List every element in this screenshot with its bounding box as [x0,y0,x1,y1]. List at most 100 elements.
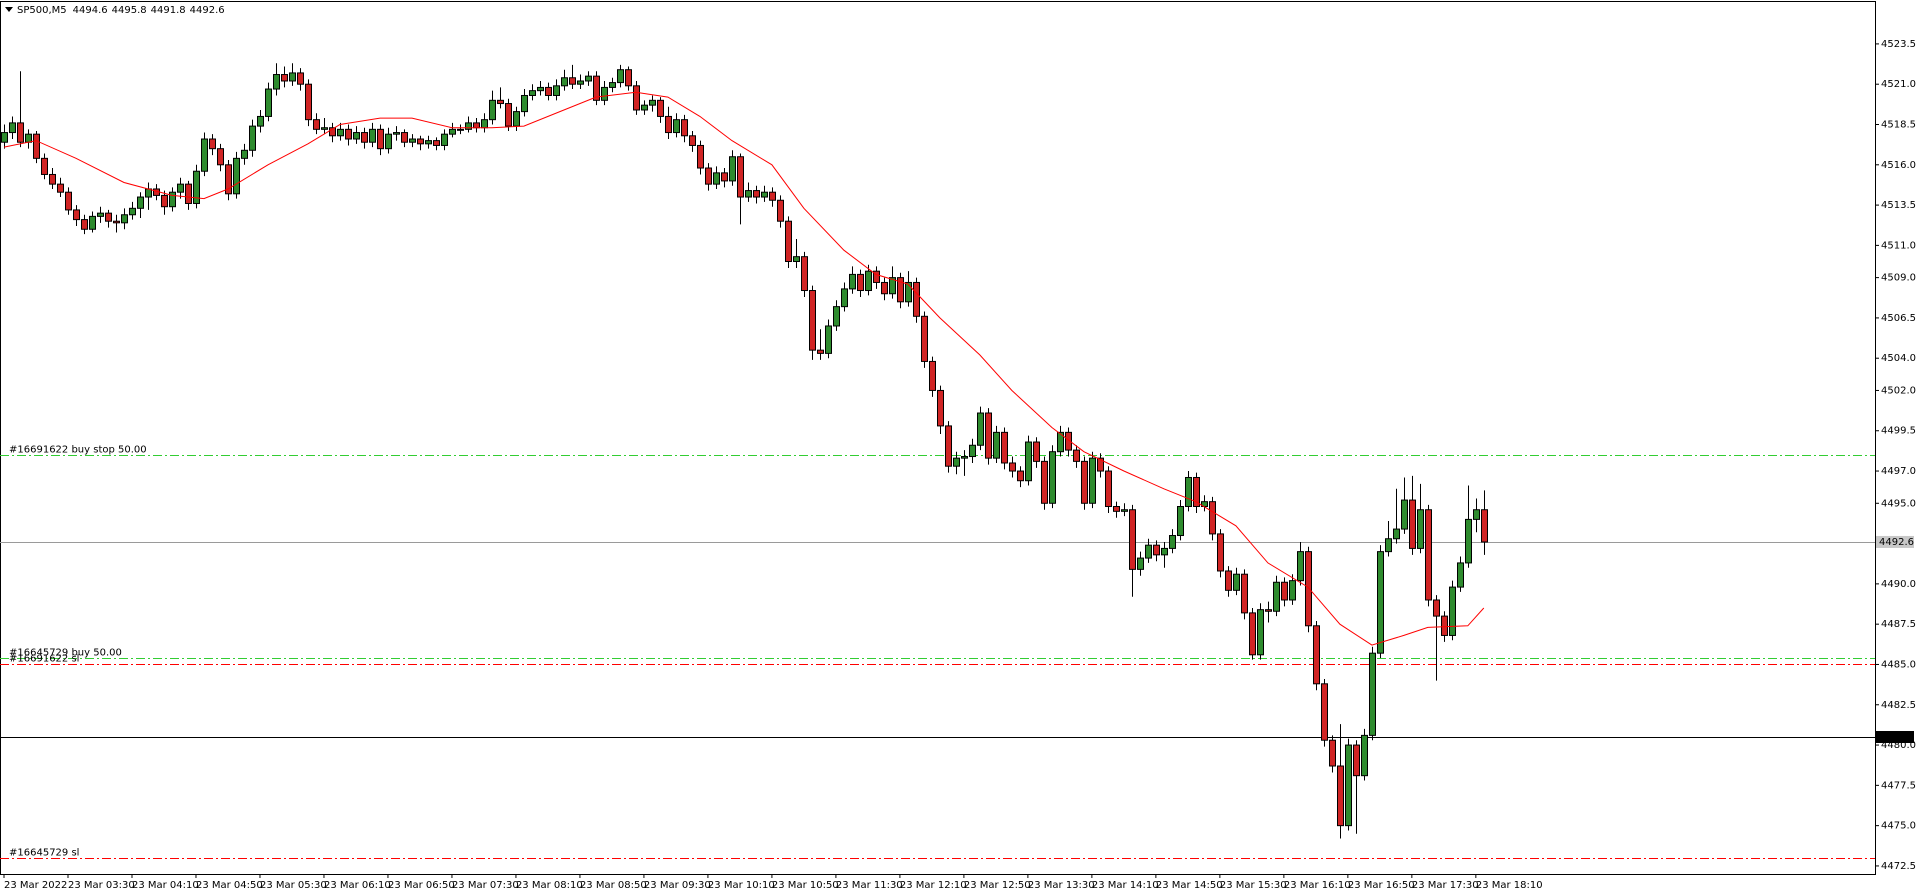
x-tick-label: 23 Mar 10:10 [708,880,775,891]
candle-body [1097,457,1104,472]
candle-body [1473,509,1480,520]
menu-icon [5,7,13,12]
candle-body [1225,570,1232,591]
candle-body [129,207,136,216]
candle-body [1257,609,1264,656]
candle-body [1017,470,1024,482]
y-tick-label: 4472.5 [1881,861,1916,872]
candle-body [1337,765,1344,827]
candle-body [505,103,512,127]
candle-body [577,80,584,85]
candle-body [833,306,840,327]
candle-body [1289,580,1296,601]
x-tick-label: 23 Mar 08:50 [580,880,647,891]
candle-body [1121,509,1128,512]
candle-body [857,273,864,292]
y-tick-label: 4477.5 [1881,780,1916,791]
candle-body [321,127,328,130]
x-tick-label: 23 Mar 12:10 [900,880,967,891]
x-tick-label: 23 Mar 18:10 [1476,880,1543,891]
candle-body [681,119,688,137]
candle-body [881,281,888,295]
x-tick-label: 23 Mar 12:50 [964,880,1031,891]
chart-title: SP500,M5 [17,5,67,16]
candle-body [625,69,632,87]
candle-body [585,75,592,82]
header-value: 4495.8 [112,5,147,16]
candle-body [689,135,696,146]
candle-body [1129,509,1136,570]
candle-body [1377,551,1384,654]
y-tick-label: 4513.5 [1881,200,1916,211]
y-tick-label: 4521.0 [1881,79,1916,90]
candle-body [921,315,928,362]
candle-body [1161,547,1168,556]
y-tick-label: 4506.5 [1881,313,1916,324]
price-box [1876,535,1914,548]
candle-body [873,270,880,283]
moving-average [3,91,1485,646]
x-tick-label: 23 Mar 2022 [4,880,67,891]
candle-body [409,138,416,143]
candle-body [1465,518,1472,564]
price-box-label: 4480.5 [1879,732,1914,743]
candle-body [1185,476,1192,508]
candle-body [809,290,816,351]
candle-body [1033,441,1040,462]
y-tick-label: 4516.0 [1881,160,1916,171]
candle-body [665,115,672,134]
candle-body [553,85,560,96]
x-tick-label: 23 Mar 09:30 [644,880,711,891]
candle-body [777,199,784,222]
candle-body [9,122,16,134]
candle-body [369,128,376,143]
y-tick-label: 4502.0 [1881,385,1916,396]
candle-body [545,86,552,96]
candle-body [385,133,392,150]
candle-body [49,173,56,185]
x-tick-label: 23 Mar 06:10 [324,880,391,891]
x-tick-label: 23 Mar 03:30 [68,880,135,891]
candle-body [217,148,224,166]
candle-body [1193,476,1200,508]
candle-body [1241,573,1248,614]
candle-body [825,325,832,354]
candle-body [641,104,648,111]
candle-body [529,90,536,96]
candle-body [481,119,488,129]
candle-body [1137,557,1144,570]
candle-body [1089,457,1096,504]
x-tick-label: 23 Mar 14:50 [1156,880,1223,891]
candle-body [953,457,960,467]
candle-body [897,277,904,303]
candle-body [441,133,448,146]
candle-body [1025,441,1032,482]
candle-body [537,86,544,92]
candle-body [1105,470,1112,508]
candle-body [745,190,752,198]
candle-body [1081,460,1088,504]
x-tick-label: 23 Mar 17:30 [1412,880,1479,891]
candle-body [1281,581,1288,601]
candle-body [193,170,200,204]
x-tick-label: 23 Mar 10:50 [772,880,839,891]
candle-body [1233,573,1240,591]
candle-body [929,360,936,391]
candle-body [841,288,848,308]
x-tick-label: 23 Mar 16:10 [1284,880,1351,891]
candle-body [1265,609,1272,612]
candle-body [1249,612,1256,656]
candle-body [297,72,304,85]
candle-body [497,99,504,105]
candle-body [601,86,608,101]
candle-body [89,215,96,230]
candle-body [25,133,32,143]
candle-body [1313,625,1320,685]
x-tick-label: 23 Mar 08:10 [516,880,583,891]
candle-body [561,77,568,87]
candle-body [1041,460,1048,504]
candle-body [489,99,496,121]
candle-body [433,140,440,146]
